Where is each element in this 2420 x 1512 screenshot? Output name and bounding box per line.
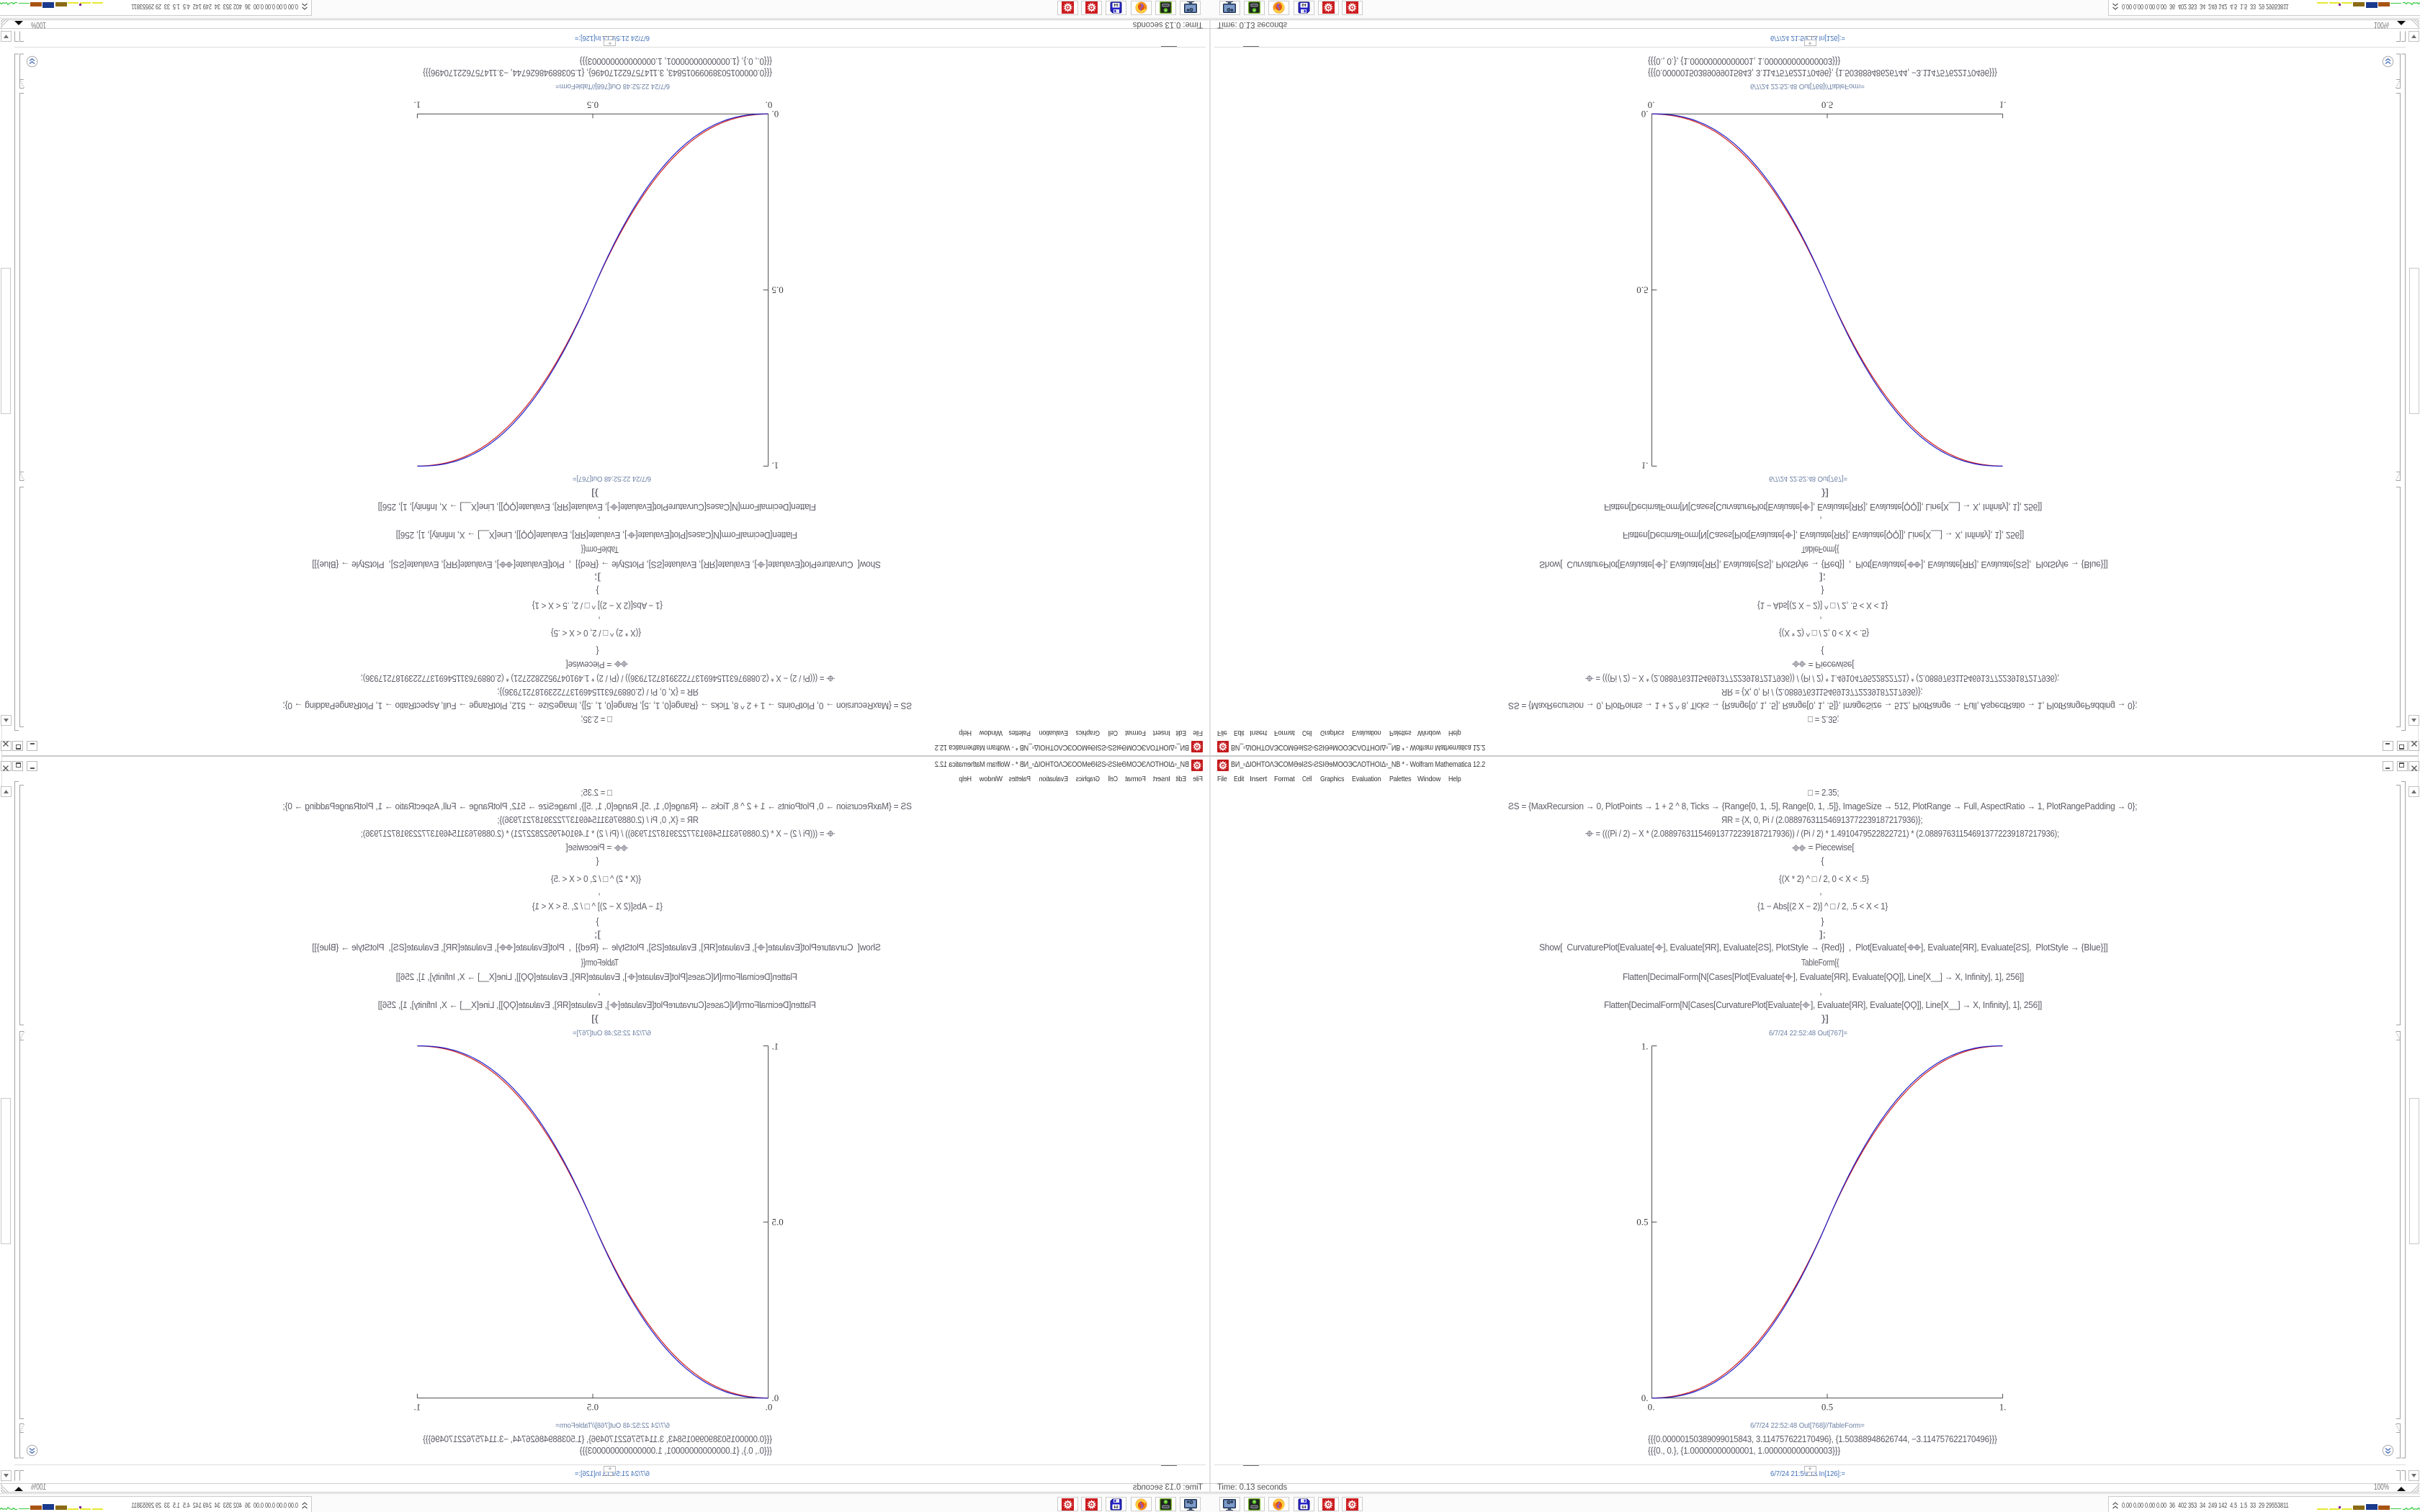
svg-text:64: 64: [1113, 1506, 1119, 1510]
svg-text:0.5: 0.5: [772, 285, 784, 296]
svg-text:1.: 1.: [1641, 1041, 1649, 1052]
svg-text:0.: 0.: [1641, 109, 1649, 120]
svg-text:0.5: 0.5: [1821, 100, 1833, 111]
svg-text:1.: 1.: [414, 100, 421, 111]
svg-text:0.: 0.: [772, 1392, 779, 1403]
svg-text:64: 64: [1113, 2, 1119, 6]
svg-text:1.: 1.: [1999, 1402, 2007, 1413]
svg-text:0.5: 0.5: [1636, 1217, 1648, 1228]
svg-text:1.: 1.: [414, 1402, 421, 1413]
svg-text:64: 64: [1301, 2, 1307, 6]
svg-text:0.5: 0.5: [1821, 1402, 1833, 1413]
svg-text:64: 64: [1301, 1506, 1307, 1510]
svg-text:0.: 0.: [1641, 1392, 1649, 1403]
svg-text:0.5: 0.5: [772, 1217, 784, 1228]
svg-text:1.: 1.: [1999, 100, 2007, 111]
svg-text:1.: 1.: [772, 461, 779, 472]
svg-text:1.: 1.: [1641, 461, 1649, 472]
svg-text:0.: 0.: [1648, 100, 1655, 111]
svg-text:0.: 0.: [766, 100, 773, 111]
svg-text:1.: 1.: [772, 1041, 779, 1052]
svg-text:0.5: 0.5: [1636, 285, 1648, 296]
svg-text:0.: 0.: [772, 109, 779, 120]
svg-text:0.5: 0.5: [587, 100, 599, 111]
svg-text:0.5: 0.5: [587, 1402, 599, 1413]
svg-text:0.: 0.: [1648, 1402, 1655, 1413]
svg-text:0.: 0.: [766, 1402, 773, 1413]
